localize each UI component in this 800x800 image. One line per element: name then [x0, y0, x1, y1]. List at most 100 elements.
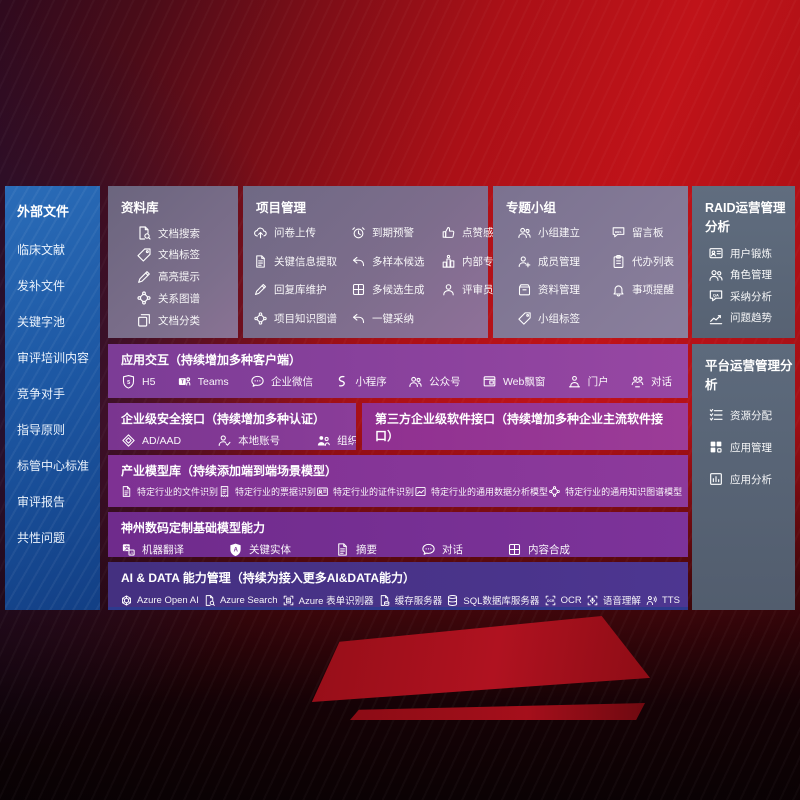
group-item: 小组标签	[517, 311, 611, 326]
person-add-icon	[517, 254, 532, 269]
item-label: 资料管理	[538, 284, 580, 297]
item-label: SQL数据库服务器	[463, 596, 540, 607]
item-label: 用户锻炼	[730, 247, 772, 260]
item-label: 对话	[442, 544, 463, 556]
shield5-icon: 5	[121, 374, 136, 389]
item-label: 机器翻译	[142, 544, 184, 556]
item-label: 项目知识图谱	[274, 312, 337, 325]
project-item: 回复库维护	[253, 282, 351, 297]
item-label: 关系图谱	[158, 292, 200, 305]
item-label: 缓存服务器	[394, 596, 443, 607]
row-aidata-items: Azure Open AI Azure Search Azure 表单识别器 缓存服务…	[108, 586, 688, 607]
platform-item: 应用分析	[708, 471, 795, 487]
thumb-icon	[441, 225, 456, 240]
item-label: 文档搜索	[158, 227, 200, 240]
item-label: 对话	[650, 376, 672, 388]
interaction-item: 企业微信	[250, 374, 313, 389]
graph-icon	[136, 290, 152, 306]
people-icon	[408, 374, 423, 389]
panel-raid-items: 用户锻炼 角色管理 QA 采纳分析 问题趋势	[692, 235, 795, 338]
panel-platform-title: 平台运营管理分析	[705, 359, 793, 392]
foundation-item: A 关键实体	[228, 542, 291, 557]
item-label: 关键实体	[249, 544, 291, 556]
sidebar-items: 临床文献 发补文件 关键字池 审评培训内容 竞争对手 指导原则 标管中心标准 审评报告 共性问题	[5, 220, 100, 546]
sidebar-item: 审评培训内容	[17, 351, 90, 365]
row-foundation-items: 文 A 机器翻译 A 关键实体 摘要 对话 内容合成	[108, 536, 688, 557]
bbs-icon: BBS	[611, 225, 626, 240]
openai-icon	[120, 594, 133, 607]
copy-icon	[136, 312, 152, 328]
sidebar-item: 关键字池	[17, 315, 66, 329]
sidebar-external-files: 外部文件 临床文献 发补文件 关键字池 审评培训内容 竞争对手 指导原则 标管中心标准 审评报…	[5, 186, 100, 610]
interaction-item: T Teams	[177, 374, 229, 389]
item-label: 成员管理	[538, 255, 580, 268]
project-item: 问卷上传	[253, 225, 351, 240]
item-label: 文档分类	[158, 314, 200, 327]
item-label: Azure 表单识别器	[298, 596, 374, 607]
list-icon	[708, 407, 724, 423]
row-interaction-items: 5 H5 T Teams 企业微信 小程序 公众号 Web飘窗 门户 对话	[108, 368, 688, 389]
reply-icon	[351, 311, 366, 326]
image-chart-icon	[414, 485, 427, 498]
org-icon	[316, 433, 331, 448]
doc-search-icon	[203, 594, 216, 607]
item-label: Azure Open AI	[137, 594, 199, 606]
sidebar-title: 外部文件	[17, 204, 70, 219]
group-item: 事项提醒	[611, 282, 688, 297]
row-thirdparty-title: 第三方企业级软件接口（持续增加多种企业主流软件接口）	[375, 412, 664, 443]
item-label: 采纳分析	[730, 290, 772, 303]
aidata-item: Azure 表单识别器	[282, 593, 374, 607]
project-item: 项目知识图谱	[253, 311, 351, 326]
item-label: OCR	[560, 594, 582, 606]
sidebar-item: 指导原则	[17, 423, 66, 437]
db-icon	[446, 594, 459, 607]
item-label: 组织定义	[337, 435, 356, 447]
row-security-interface: 企业级安全接口（持续增加多种认证） AD/AAD 本地账号 组织定义	[108, 403, 356, 450]
panel-library: 资料库 文档搜索 文档标签 高亮提示 关系图谱 文档分类	[108, 186, 238, 338]
row-app-interaction: 应用交互（持续增加多种客户端） 5 H5 T Teams 企业微信 小程序 公众号 Web飘窗…	[108, 344, 688, 398]
project-item: 多样本候选	[351, 254, 441, 269]
item-label: 小组建立	[538, 227, 580, 239]
reply-icon	[351, 254, 366, 269]
model-item: 特定行业的通用数据分析模型	[414, 485, 548, 498]
item-label: Teams	[197, 375, 229, 388]
panel-project-management: 项目管理 问卷上传到期预警点赞感谢关键信息提取多样本候选内部专家排名回复库维护多…	[243, 186, 525, 338]
item-label: 事项提醒	[632, 284, 674, 297]
raid-item: QA 采纳分析	[708, 288, 795, 304]
interaction-item: 公众号	[408, 374, 461, 389]
item-label: 文档标签	[158, 249, 200, 262]
svg-text:T: T	[181, 380, 184, 386]
mic-icon	[586, 594, 599, 607]
item-label: AD/AAD	[142, 434, 182, 447]
interaction-item: 5 H5	[121, 374, 155, 389]
item-label: 应用分析	[730, 473, 772, 486]
item-label: 留言板	[632, 227, 664, 239]
panel-project-items: 问卷上传到期预警点赞感谢关键信息提取多样本候选内部专家排名回复库维护多候选生成评…	[243, 216, 525, 338]
item-label: 摘要	[356, 544, 377, 556]
item-label: 代办列表	[632, 255, 674, 268]
tag-icon	[517, 311, 532, 326]
row-thirdparty-items: API自动化设计器	[362, 444, 688, 450]
security-item: AD/AAD	[121, 433, 181, 448]
aidata-item: 语音理解	[586, 593, 641, 607]
sidebar-item: 审评报告	[17, 495, 66, 509]
row-aidata-title: AI & DATA 能力管理（持续为接入更多AI&DATA能力）	[121, 571, 415, 585]
doc-lines-icon	[335, 542, 350, 557]
svg-text:OCR: OCR	[546, 598, 554, 602]
item-label: 小程序	[355, 376, 387, 388]
item-label: 一键采纳	[372, 312, 414, 325]
interaction-item: 对话	[630, 374, 672, 389]
trend-icon	[708, 310, 724, 326]
alarm-icon	[351, 225, 366, 240]
panel-raid-analysis: RAID运营管理分析 用户锻炼 角色管理 QA 采纳分析 问题趋势	[692, 186, 795, 338]
project-item: 多候选生成	[351, 282, 441, 297]
graph-icon	[548, 485, 561, 498]
s-curve-icon	[334, 374, 349, 389]
panel-platform-items: 资源分配 应用管理 应用分析	[692, 393, 795, 487]
model-item: 特定行业的证件识别	[316, 485, 414, 498]
sidebar-item: 竞争对手	[17, 387, 66, 401]
group-item: 资料管理	[517, 282, 611, 297]
doc-lines-icon	[120, 485, 133, 498]
sidebar-item: 临床文献	[17, 243, 66, 257]
